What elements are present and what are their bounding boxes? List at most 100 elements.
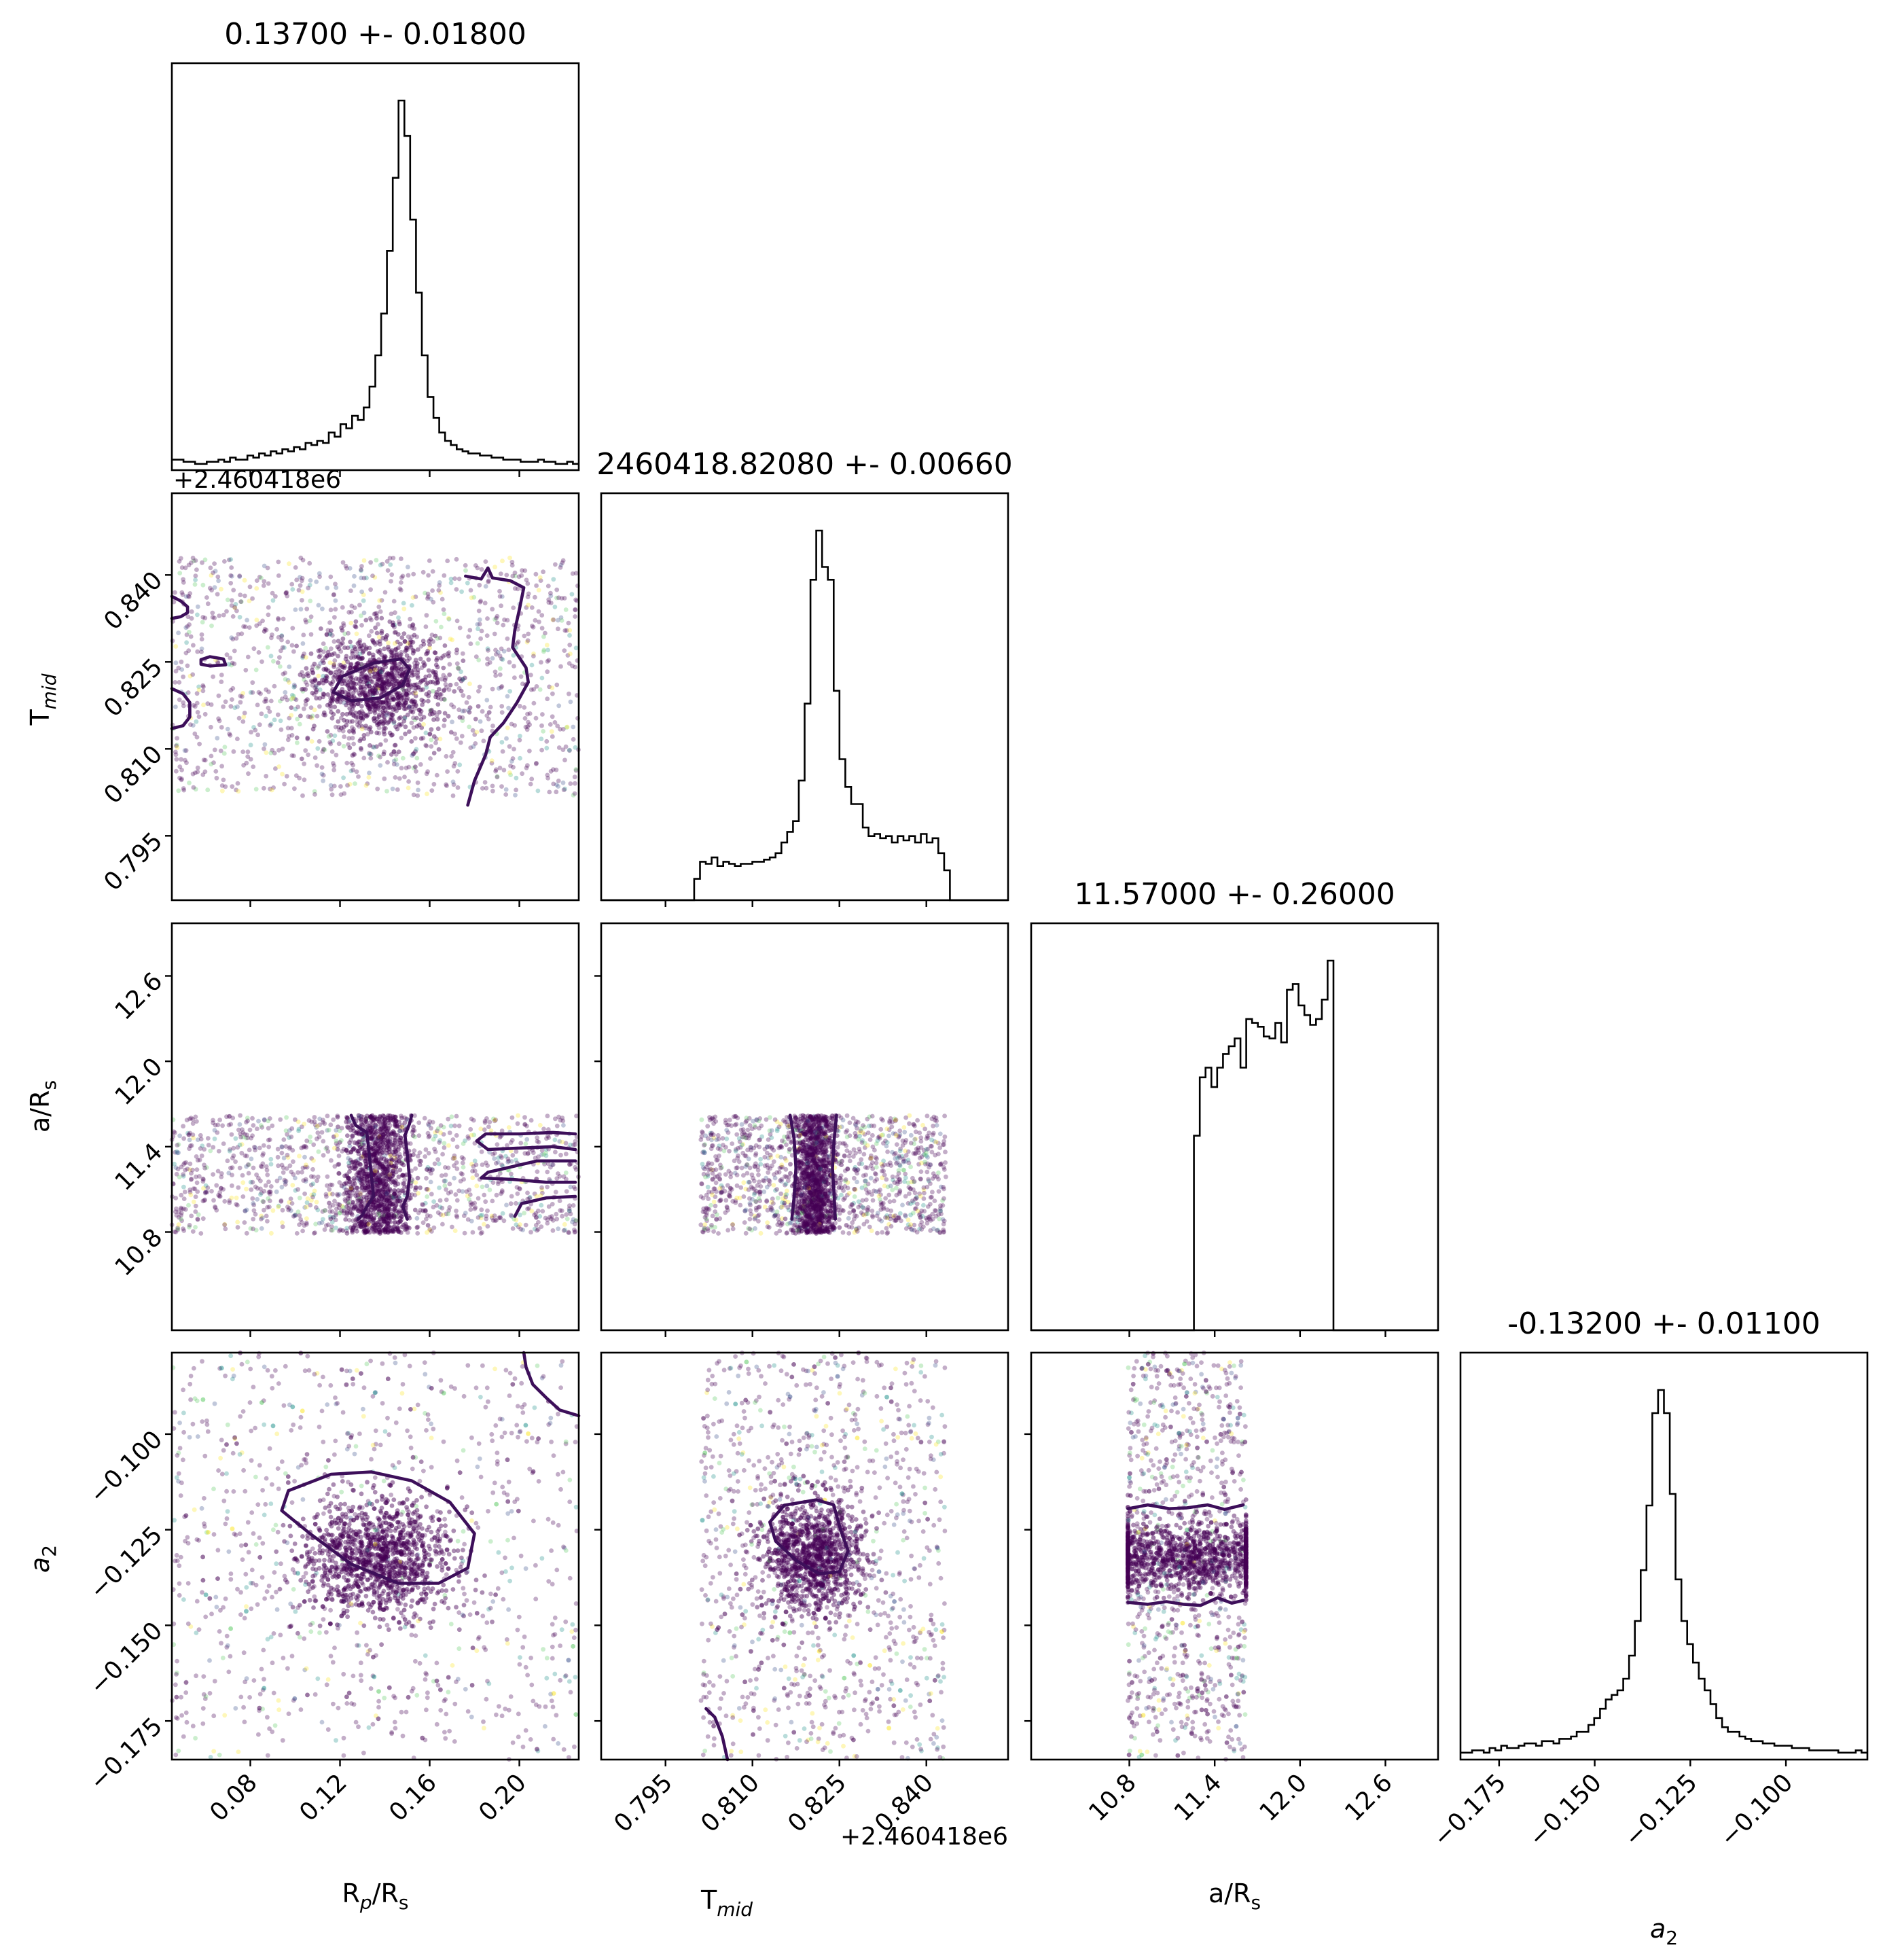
scatter-point bbox=[432, 1146, 437, 1152]
scatter-point bbox=[510, 1226, 516, 1231]
scatter-point bbox=[290, 626, 295, 630]
scatter-point bbox=[222, 559, 227, 564]
scatter-point bbox=[270, 590, 275, 596]
scatter-point bbox=[498, 571, 503, 576]
scatter-point bbox=[397, 1167, 403, 1173]
scatter-point bbox=[182, 1190, 187, 1194]
scatter-point bbox=[505, 725, 510, 730]
scatter-point bbox=[308, 1174, 314, 1179]
scatter-point bbox=[512, 664, 516, 669]
scatter-point bbox=[412, 667, 417, 673]
scatter-point bbox=[476, 704, 481, 709]
scatter-point bbox=[489, 758, 495, 763]
scatter-point bbox=[346, 630, 351, 636]
scatter-point bbox=[476, 1196, 481, 1201]
scatter-point bbox=[354, 631, 359, 637]
scatter-point bbox=[431, 734, 437, 739]
scatter-point bbox=[346, 690, 351, 695]
scatter-point bbox=[454, 1198, 460, 1203]
scatter-point bbox=[202, 758, 208, 763]
scatter-point bbox=[300, 793, 305, 798]
scatter-point bbox=[501, 622, 506, 628]
scatter-point bbox=[405, 679, 410, 685]
scatter-point bbox=[376, 604, 382, 609]
scatter-point bbox=[539, 1202, 544, 1208]
scatter-point bbox=[499, 603, 503, 609]
scatter-point bbox=[479, 1207, 484, 1213]
scatter-point bbox=[414, 724, 420, 729]
scatter-point bbox=[324, 1145, 329, 1150]
scatter-point bbox=[344, 1190, 350, 1195]
scatter-point bbox=[415, 675, 420, 680]
scatter-point bbox=[200, 1179, 206, 1184]
scatter-point bbox=[483, 1199, 488, 1205]
scatter-point bbox=[370, 639, 376, 644]
scatter-point bbox=[209, 762, 214, 767]
scatter-point bbox=[571, 1185, 577, 1190]
scatter-point bbox=[430, 1167, 435, 1173]
scatter-point bbox=[211, 1198, 216, 1203]
scatter-point bbox=[385, 760, 390, 765]
scatter-point bbox=[226, 557, 232, 563]
scatter-point bbox=[198, 1146, 203, 1151]
scatter-point bbox=[297, 721, 302, 727]
scatter-point bbox=[464, 700, 469, 705]
scatter-point bbox=[377, 721, 382, 727]
scatter-point bbox=[323, 675, 328, 681]
scatter-point bbox=[406, 565, 410, 570]
scatter-point bbox=[397, 622, 402, 626]
scatter-point bbox=[412, 1135, 417, 1139]
scatter-point bbox=[226, 662, 232, 667]
scatter-point bbox=[454, 1213, 459, 1218]
scatter-point bbox=[341, 775, 346, 781]
scatter-point bbox=[308, 1135, 313, 1139]
scatter-point bbox=[202, 616, 208, 621]
scatter-point bbox=[430, 679, 435, 685]
scatter-point bbox=[238, 599, 243, 604]
scatter-point bbox=[252, 1145, 257, 1150]
scatter-point bbox=[433, 694, 438, 700]
scatter-point bbox=[412, 664, 418, 669]
scatter-point bbox=[534, 1194, 539, 1199]
scatter-point bbox=[239, 1150, 245, 1156]
scatter-point bbox=[504, 1202, 509, 1208]
scatter-point bbox=[190, 771, 196, 777]
scatter-point bbox=[410, 691, 416, 696]
scatter-point bbox=[307, 582, 312, 588]
scatter-point bbox=[418, 643, 424, 649]
scatter-point bbox=[279, 637, 284, 643]
scatter-point bbox=[553, 1116, 558, 1122]
scatter-point bbox=[230, 614, 236, 619]
scatter-point bbox=[391, 677, 395, 682]
scatter-point bbox=[418, 1158, 423, 1164]
scatter-point bbox=[234, 1202, 239, 1207]
scatter-point bbox=[447, 662, 452, 667]
scatter-point bbox=[442, 711, 448, 716]
scatter-point bbox=[359, 704, 364, 709]
scatter-point bbox=[529, 662, 535, 668]
scatter-point bbox=[182, 748, 187, 753]
scatter-point bbox=[486, 580, 491, 585]
scatter-point bbox=[496, 1155, 501, 1160]
scatter-point bbox=[329, 792, 335, 798]
scatter-point bbox=[338, 715, 344, 721]
scatter-point bbox=[338, 784, 343, 789]
scatter-point bbox=[326, 1127, 331, 1133]
scatter-point bbox=[183, 594, 189, 599]
scatter-point bbox=[541, 1126, 546, 1132]
scatter-point bbox=[184, 632, 190, 637]
scatter-point bbox=[357, 656, 363, 661]
scatter-point bbox=[540, 1209, 545, 1214]
scatter-point bbox=[514, 775, 519, 781]
scatter-point bbox=[392, 624, 397, 630]
scatter-point bbox=[368, 587, 373, 592]
scatter-point bbox=[229, 565, 234, 570]
scatter-point bbox=[362, 1228, 367, 1233]
scatter-point bbox=[354, 1206, 359, 1211]
scatter-point bbox=[427, 732, 432, 736]
scatter-point bbox=[359, 684, 363, 690]
scatter-point bbox=[567, 1208, 572, 1213]
scatter-point bbox=[348, 620, 354, 626]
scatter-point bbox=[548, 590, 553, 596]
scatter-point bbox=[506, 647, 512, 652]
